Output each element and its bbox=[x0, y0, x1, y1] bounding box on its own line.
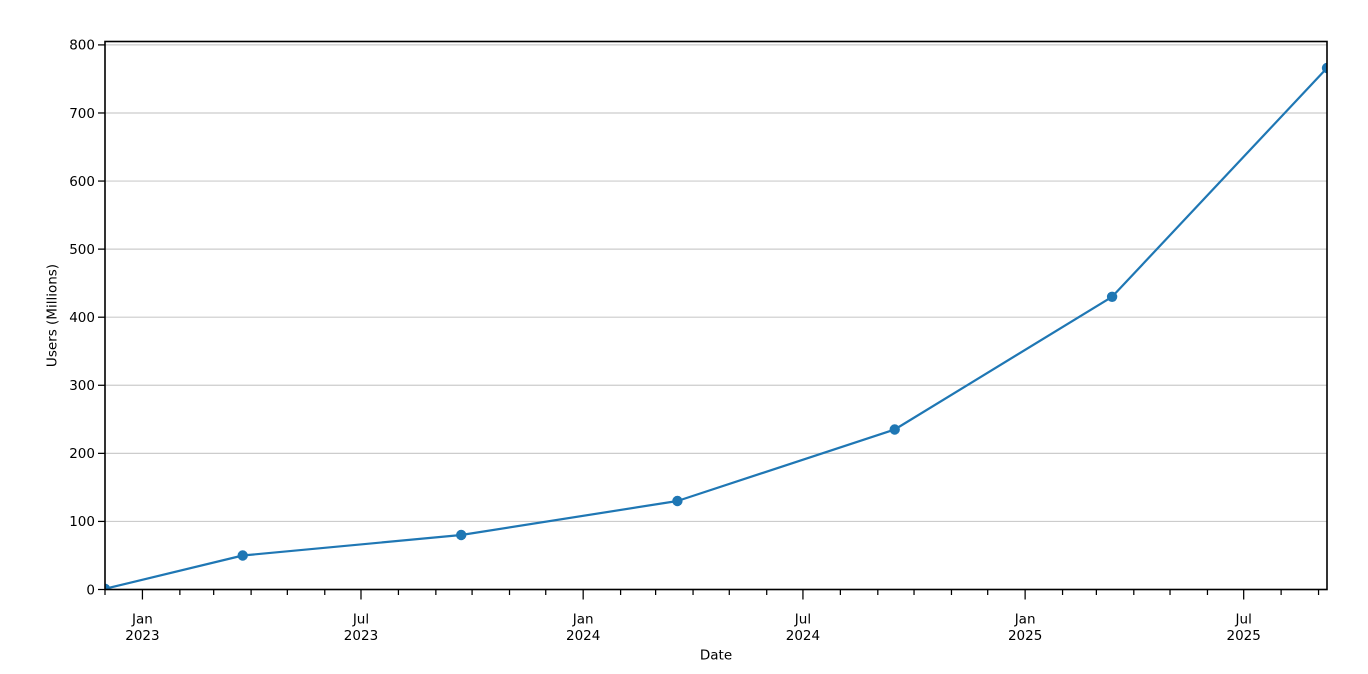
y-tick-label: 700 bbox=[69, 106, 95, 122]
x-tick-label-year: 2025 bbox=[1008, 628, 1042, 644]
y-tick-label: 200 bbox=[69, 446, 95, 462]
x-axis-label: Date bbox=[700, 648, 732, 664]
x-tick-label-year: 2024 bbox=[786, 628, 820, 644]
x-tick-label-month: Jul bbox=[794, 612, 811, 628]
x-tick-label-month: Jul bbox=[352, 612, 369, 628]
y-tick-label: 600 bbox=[69, 174, 95, 190]
x-tick-label-year: 2023 bbox=[344, 628, 378, 644]
data-point bbox=[237, 550, 248, 561]
y-tick-label: 300 bbox=[69, 378, 95, 394]
series-line bbox=[105, 66, 1327, 590]
data-point bbox=[1106, 291, 1118, 302]
x-tick-label-month: Jul bbox=[1235, 612, 1252, 628]
x-tick-label-year: 2024 bbox=[566, 628, 600, 644]
x-axis-ticks: Jan2023Jul2023Jan2024Jul2024Jan2025Jul20… bbox=[104, 589, 1320, 644]
data-point bbox=[889, 424, 900, 435]
x-tick-label-month: Jan bbox=[131, 612, 153, 628]
data-point bbox=[456, 529, 467, 541]
y-tick-label: 100 bbox=[69, 514, 95, 530]
y-tick-label: 0 bbox=[86, 582, 95, 598]
x-tick-label-year: 2023 bbox=[125, 628, 159, 644]
data-point bbox=[672, 495, 683, 507]
x-tick-label-year: 2025 bbox=[1227, 628, 1261, 644]
x-tick-label-month: Jan bbox=[1014, 612, 1036, 628]
x-tick-label-month: Jan bbox=[572, 612, 594, 628]
y-tick-label: 400 bbox=[69, 310, 95, 326]
data-point bbox=[1321, 62, 1327, 74]
y-axis-label: Users (Millions) bbox=[45, 264, 61, 367]
y-tick-label: 800 bbox=[69, 38, 95, 54]
y-axis-ticks: 0 100 200 300 400 500 600 700 800 bbox=[69, 38, 105, 598]
y-tick-label: 500 bbox=[69, 242, 95, 258]
grid-lines bbox=[105, 44, 1327, 591]
users-series bbox=[105, 62, 1327, 590]
plot-border bbox=[104, 40, 1328, 591]
data-point bbox=[105, 583, 111, 590]
